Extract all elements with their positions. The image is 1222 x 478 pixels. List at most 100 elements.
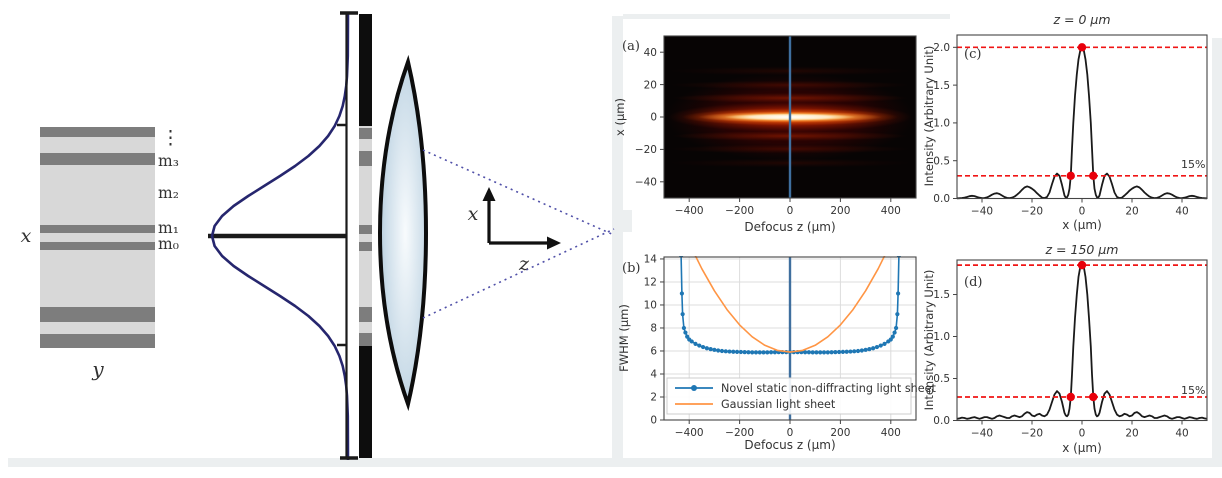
plot-d: −40 −20 0 20 40 0.0 0.5 1.0 1.5 x (μm) Intensity (…: [922, 242, 1208, 455]
y-tick-label: 0.5: [933, 155, 950, 167]
data-point: [716, 348, 721, 353]
x-tick-label: 0: [787, 427, 794, 439]
x-tick-label: 20: [1125, 428, 1138, 440]
y-tick-label: 0.0: [933, 193, 950, 205]
y-tick-label: 1.0: [933, 118, 950, 130]
axis-arrow-x-head: [482, 187, 496, 201]
mask-grating-segment: [359, 151, 372, 166]
slit-mask-bottom: [359, 346, 372, 458]
threshold-marker-dot: [1089, 171, 1098, 181]
mode-label-m1: m₁: [158, 219, 179, 237]
data-point: [859, 348, 864, 353]
x-tick-label: 20: [1125, 206, 1138, 218]
y-axis-label: Intensity (Arbitrary Unit): [922, 46, 936, 187]
data-point: [806, 350, 812, 355]
data-point: [738, 349, 743, 355]
right-border-strip: [1212, 38, 1222, 467]
data-point: [874, 344, 880, 350]
x-tick-label: 40: [1175, 428, 1188, 440]
x-tick-label: −400: [675, 427, 704, 439]
plate-y-axis-label: y: [91, 357, 104, 381]
mask-grating-segment: [359, 242, 372, 251]
x-axis-label: Defocus z (μm): [744, 438, 835, 452]
focus-dotted-line-upper: [422, 149, 615, 236]
panel-label: (a): [622, 39, 640, 54]
x-axis-label: Defocus z (μm): [744, 220, 835, 234]
y-tick-label: 1.5: [933, 289, 950, 301]
legend-box: [666, 377, 912, 415]
mode-label-m0: m₀: [158, 235, 179, 253]
data-point: [893, 325, 899, 331]
x-tick-label: −40: [971, 206, 993, 218]
y-tick-label: 2.0: [933, 42, 950, 54]
data-point: [750, 350, 755, 355]
plot-c: −40 −20 0 20 40 0.0 0.5 1.0 1.5 2.0 x (μm) Intensit…: [922, 12, 1208, 232]
y-tick-label: 40: [644, 47, 657, 59]
data-point: [765, 350, 770, 355]
data-point: [814, 350, 819, 355]
threshold-marker-dot: [1089, 392, 1098, 402]
phase-plate-stripe: [40, 307, 155, 322]
x-tick-label: 400: [881, 205, 901, 217]
data-point: [825, 350, 830, 355]
data-point: [833, 350, 838, 355]
data-point: [829, 350, 834, 355]
y-axis-label: FWHM (μm): [617, 304, 631, 372]
panel-label: (d): [964, 275, 982, 290]
data-point: [679, 291, 684, 296]
plate-x-axis-label: x: [21, 225, 32, 247]
data-point: [712, 347, 717, 352]
y-axis-label: Intensity (Arbitrary Unit): [922, 270, 936, 411]
y-tick-label: −40: [635, 177, 657, 189]
data-point: [697, 343, 702, 348]
x-tick-label: 40: [1175, 206, 1188, 218]
optical-setup-diagram: x y ⋮ m₃ m₂ m₁ m₀ x: [21, 11, 615, 461]
y-tick-label: 12: [644, 277, 657, 289]
x-tick-label: 200: [830, 205, 850, 217]
plot-title: z = 150 μm: [1045, 242, 1119, 257]
data-point: [867, 347, 872, 352]
plot-title: z = 0 μm: [1052, 12, 1110, 27]
legend-marker-sample: [691, 385, 697, 391]
mask-grating-strip: [359, 126, 372, 346]
axis-label-x: x: [468, 203, 479, 225]
panel-border-strips: [8, 14, 1222, 467]
y-tick-label: 0.0: [933, 415, 950, 427]
data-point: [700, 344, 706, 350]
bottom-border-strip: [8, 458, 1222, 467]
data-point: [742, 350, 747, 355]
data-point: [681, 325, 687, 331]
x-tick-label: −400: [675, 205, 704, 217]
data-point: [803, 350, 808, 355]
axis-arrow-z-head: [547, 236, 561, 250]
threshold-marker-dot: [1066, 392, 1075, 402]
x-tick-label: −20: [1021, 428, 1043, 440]
threshold-annotation: 15%: [1181, 158, 1205, 171]
x-axis-label: x (μm): [1062, 218, 1102, 232]
middle-border-step: [612, 210, 632, 232]
data-point: [727, 349, 732, 354]
threshold-marker-dot: [1077, 260, 1087, 270]
x-tick-label: −200: [725, 427, 754, 439]
data-point: [769, 350, 774, 355]
data-point: [844, 349, 849, 354]
data-point: [704, 346, 709, 351]
mask-grating-segment: [359, 225, 372, 234]
series-line-0: [957, 262, 1207, 420]
data-point: [855, 348, 861, 354]
mode-label-m2: m₂: [158, 184, 179, 202]
data-point: [757, 350, 762, 355]
data-point: [689, 339, 694, 344]
mode-label-m3: m₃: [158, 152, 179, 170]
data-point: [837, 349, 842, 355]
phase-plate-stripe: [40, 127, 155, 137]
data-point: [753, 350, 759, 355]
threshold-marker-dot: [1066, 171, 1075, 181]
x-tick-label: 200: [830, 427, 850, 439]
mask-grating-segment: [359, 128, 372, 139]
top-border-strip: [623, 14, 950, 19]
mask-grating-segment: [359, 307, 372, 322]
axis-label-z: z: [518, 253, 530, 275]
data-point: [890, 334, 895, 339]
